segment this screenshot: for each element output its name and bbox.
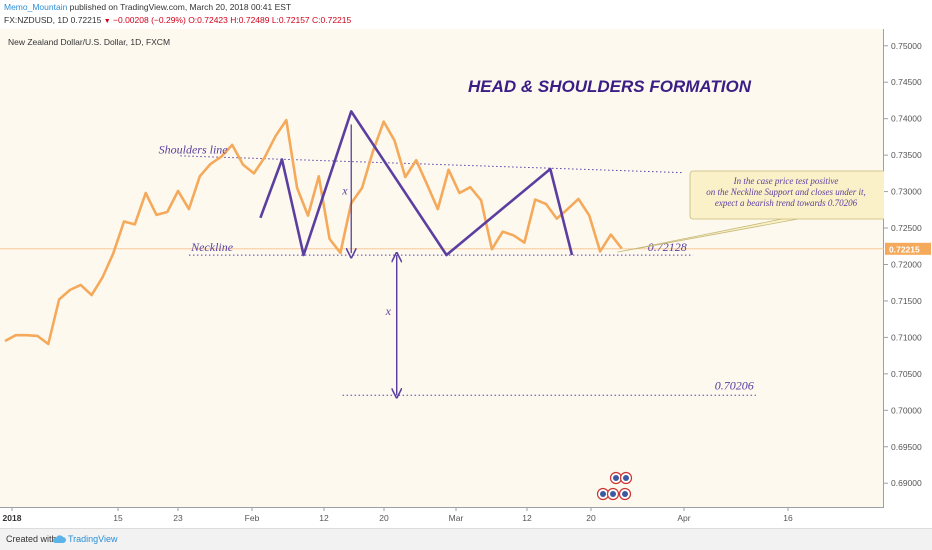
x-tick-label: 20 xyxy=(379,513,389,523)
y-tick-label: 0.74500 xyxy=(891,77,922,87)
symbol-info: FX:NZDUSD, 1D 0.72215 ▼ −0.00208 (−0.29%… xyxy=(4,15,351,25)
note-line: expect a bearish trend towards 0.70206 xyxy=(715,198,858,208)
x-tick-label: 12 xyxy=(522,513,532,523)
neckline-label: Neckline xyxy=(190,240,234,254)
price-line xyxy=(4,118,623,346)
published-text: published on TradingView.com, March 20, … xyxy=(67,2,292,12)
event-flag-center-icon xyxy=(600,491,606,497)
y-tick-label: 0.72500 xyxy=(891,223,922,233)
projection-x-label: x xyxy=(385,304,392,318)
author-link[interactable]: Memo_Mountain xyxy=(4,2,68,12)
footer-bar: Created with TradingView xyxy=(0,528,932,550)
price-axis-ticks: 0.75000 0.74500 0.74000 0.73500 0.73000 0.725… xyxy=(884,41,931,488)
formation-title: HEAD & SHOULDERS FORMATION xyxy=(468,77,752,96)
head-shoulders-pattern xyxy=(259,110,574,257)
x-tick-label: Apr xyxy=(677,513,690,523)
y-tick-label: 0.72000 xyxy=(891,259,922,269)
head-height-x-label: x xyxy=(341,183,348,197)
x-tick-label: 23 xyxy=(173,513,183,523)
target-value-label: 0.70206 xyxy=(715,378,754,392)
time-axis-ticks: 2018 15 23 Feb 12 20 Mar 12 20 Apr 16 xyxy=(3,508,793,523)
y-tick-label: 0.69000 xyxy=(891,478,922,488)
time-axis[interactable]: 2018 15 23 Feb 12 20 Mar 12 20 Apr 16 xyxy=(0,508,884,528)
chart-symbol-title: New Zealand Dollar/U.S. Dollar, 1D, FXCM xyxy=(8,37,170,47)
y-tick-label: 0.73500 xyxy=(891,150,922,160)
x-tick-label: 2018 xyxy=(3,513,22,523)
tradingview-logo[interactable]: TradingView xyxy=(52,534,118,544)
x-tick-label: 20 xyxy=(586,513,596,523)
y-tick-label: 0.75000 xyxy=(891,41,922,51)
publish-info: Memo_Mountain published on TradingView.c… xyxy=(4,2,291,12)
y-tick-label: 0.73000 xyxy=(891,187,922,197)
neckline-value-label: 0.72128 xyxy=(648,240,687,254)
down-arrow-icon: ▼ xyxy=(103,18,111,25)
price-axis[interactable]: 0.75000 0.74500 0.74000 0.73500 0.73000 0.725… xyxy=(884,29,932,508)
shoulders-line-label: Shoulders line xyxy=(159,143,229,157)
last-price: 0.72215 xyxy=(70,15,102,25)
price-chart: New Zealand Dollar/U.S. Dollar, 1D, FXCM… xyxy=(0,37,887,501)
current-price-tag-label: 0.72215 xyxy=(889,244,920,254)
x-tick-label: 16 xyxy=(783,513,793,523)
event-flag-center-icon xyxy=(623,475,629,481)
ohlc-values: O:0.72423 H:0.72489 L:0.72157 C:0.72215 xyxy=(188,15,352,25)
symbol-label: FX:NZDUSD, 1D xyxy=(4,15,69,25)
current-price-tag xyxy=(885,242,931,255)
note-line: on the Neckline Support and closes under… xyxy=(706,187,865,197)
chart-plot-area[interactable]: New Zealand Dollar/U.S. Dollar, 1D, FXCM… xyxy=(0,29,887,508)
y-tick-label: 0.70500 xyxy=(891,369,922,379)
y-tick-label: 0.71000 xyxy=(891,332,922,342)
y-tick-label: 0.71500 xyxy=(891,296,922,306)
x-tick-label: Mar xyxy=(449,513,464,523)
x-tick-label: 12 xyxy=(319,513,329,523)
cloud-icon xyxy=(52,535,66,544)
x-tick-label: 15 xyxy=(113,513,123,523)
event-flag-center-icon xyxy=(610,491,616,497)
y-tick-label: 0.74000 xyxy=(891,114,922,124)
created-with-label: Created with xyxy=(6,534,57,544)
x-tick-label: Feb xyxy=(245,513,260,523)
price-change: −0.00208 (−0.29%) xyxy=(113,15,186,25)
brand-name: TradingView xyxy=(68,534,118,544)
y-tick-label: 0.70000 xyxy=(891,405,922,415)
y-tick-label: 0.69500 xyxy=(891,442,922,452)
note-pointer xyxy=(617,218,799,253)
event-flag-center-icon xyxy=(613,475,619,481)
note-line: In the case price test positive xyxy=(733,176,839,186)
event-flag-center-icon xyxy=(622,491,628,497)
